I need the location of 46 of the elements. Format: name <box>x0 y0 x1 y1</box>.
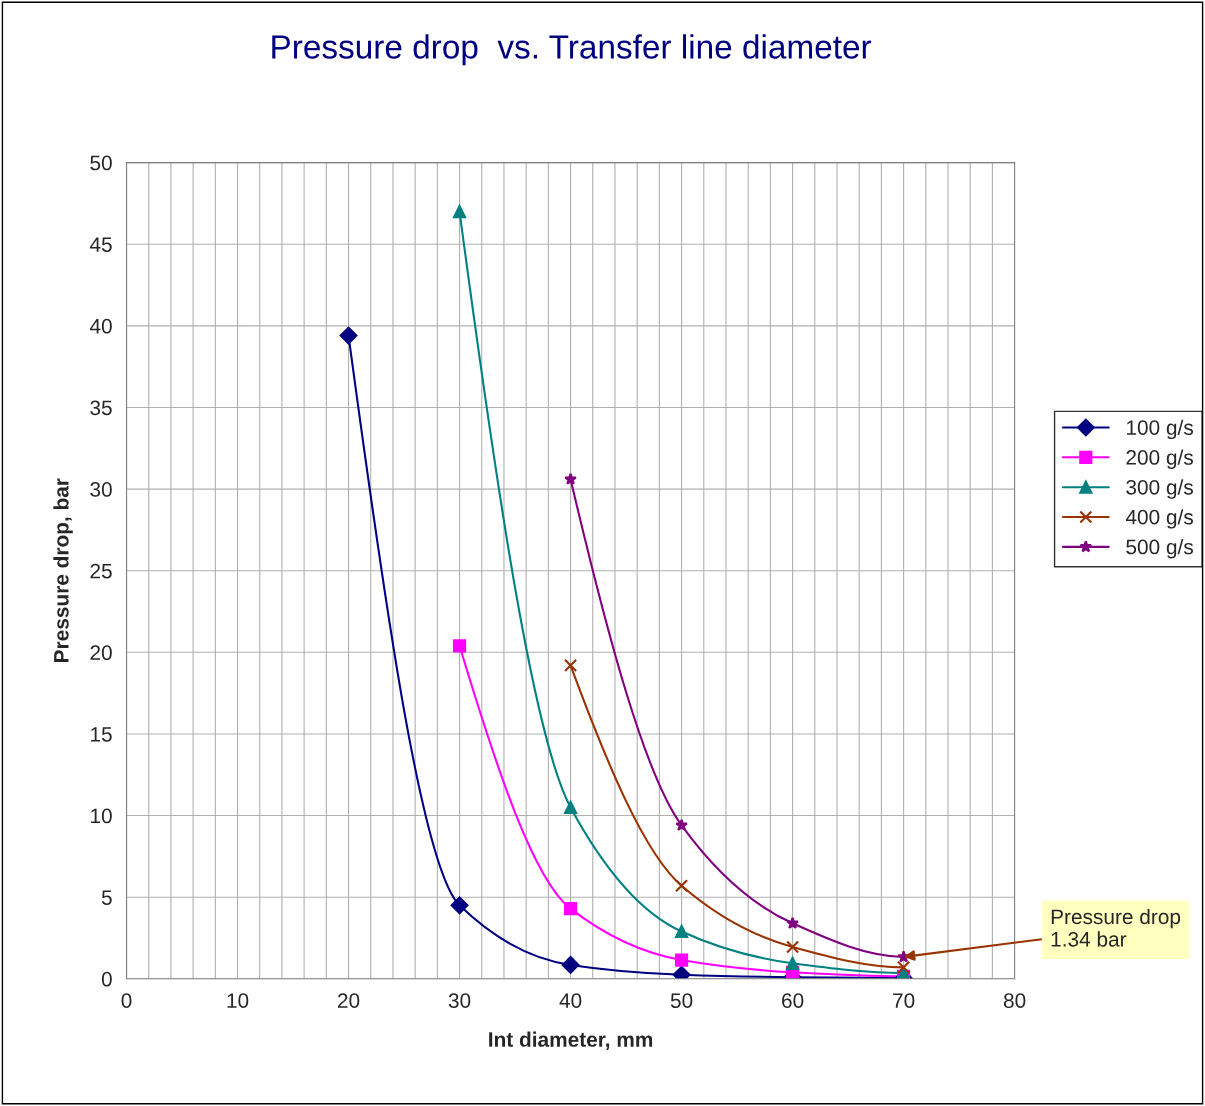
point <box>452 639 467 653</box>
y-tick-label: 15 <box>91 727 112 742</box>
point <box>563 658 578 672</box>
y-tick-label: 20 <box>90 645 112 661</box>
y-tick-label: 5 <box>101 890 112 905</box>
y-axis-title: Pressure drop, bar <box>53 478 73 662</box>
legend-label: 400 g/s <box>1125 509 1193 529</box>
x-tick-label: 50 <box>670 993 693 1008</box>
legend-label: 300 g/s <box>1126 479 1193 499</box>
point <box>675 818 688 831</box>
x-tick-label: 40 <box>559 993 582 1008</box>
point <box>564 472 577 485</box>
y-tick-label: 35 <box>90 400 112 416</box>
x-tick-label: 0 <box>121 993 132 1008</box>
legend-label: 500 g/s <box>1126 539 1193 559</box>
point <box>452 204 467 219</box>
x-tick-label: 30 <box>448 993 471 1008</box>
y-tick-label: 30 <box>90 482 112 497</box>
chart-title: Pressure drop vs. Transfer line diameter <box>272 34 872 66</box>
y-tick-label: 40 <box>89 318 112 334</box>
x-tick-label: 70 <box>893 993 915 1008</box>
x-tick-label: 60 <box>782 993 804 1008</box>
annotation: Pressure drop 1.34 bar <box>1051 908 1181 947</box>
point <box>450 896 469 915</box>
y-tick-label: 10 <box>91 808 112 824</box>
point <box>897 960 911 974</box>
point <box>785 940 800 954</box>
x-tick-label: 80 <box>1003 993 1026 1008</box>
legend-label: 100 g/s <box>1127 419 1193 440</box>
x-axis-title: Int diameter, mm <box>489 1031 653 1050</box>
point <box>561 956 580 974</box>
x-tick-label: 10 <box>227 993 249 1008</box>
point <box>785 956 800 970</box>
point <box>674 924 689 939</box>
x-tick-label: 20 <box>338 993 360 1008</box>
point <box>674 879 689 893</box>
legend-label: 200 g/s <box>1126 449 1193 469</box>
point <box>563 800 578 814</box>
y-tick-label: 45 <box>89 237 112 252</box>
point <box>563 902 578 916</box>
y-tick-label: 25 <box>90 563 112 579</box>
y-tick-label: 50 <box>90 155 112 171</box>
point <box>786 916 799 929</box>
point <box>339 326 358 345</box>
y-tick-label: 0 <box>101 971 112 987</box>
point <box>674 953 689 967</box>
